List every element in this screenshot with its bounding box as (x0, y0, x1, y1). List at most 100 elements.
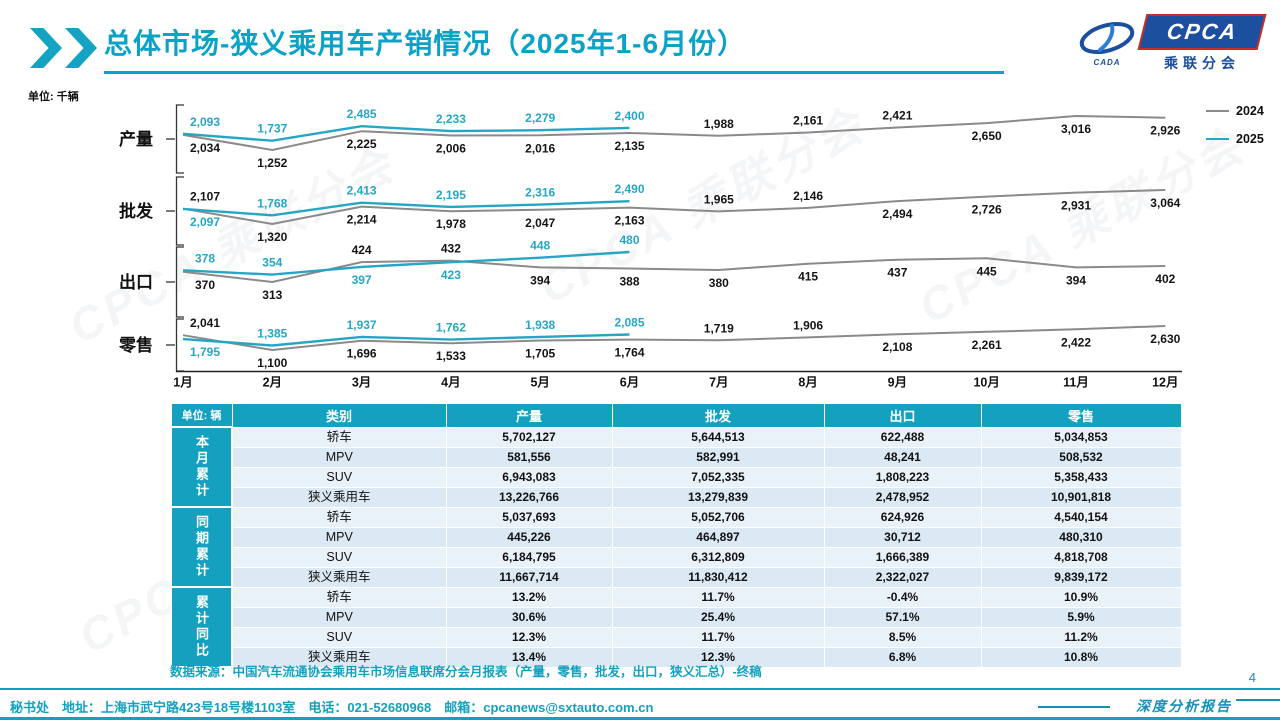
data-label: 2,107 (190, 190, 220, 204)
month-label: 2月 (263, 376, 282, 390)
table-row: MPV 581,556 582,991 48,241 508,532 (171, 446, 1182, 468)
month-label: 4月 (441, 376, 460, 390)
value-cell: 10.9% (980, 586, 1182, 608)
col-header-wholesale: 批发 (611, 403, 825, 428)
value-cell: 13.4% (445, 646, 613, 668)
month-label: 1月 (173, 376, 192, 390)
data-label: 2,233 (436, 112, 466, 126)
data-label: 423 (441, 268, 461, 282)
table-row: 狭义乘用车 13.4% 12.3% 6.8% 10.8% (171, 646, 1182, 668)
cpca-logo: CADA CPCA 乘联分会 (1078, 14, 1267, 73)
data-label: 1,978 (436, 217, 466, 231)
month-label: 10月 (973, 376, 999, 390)
data-label: 437 (887, 266, 907, 280)
data-label: 1,737 (257, 122, 287, 136)
series-line-2024 (182, 325, 1166, 352)
value-cell: 10.8% (980, 646, 1182, 668)
value-cell: 5,034,853 (980, 426, 1182, 448)
legend-label-2024: 2024 (1236, 104, 1264, 118)
data-label: 2,016 (525, 141, 555, 155)
data-label: 2,085 (614, 316, 644, 330)
data-label: 2,034 (190, 141, 220, 155)
value-cell: 508,532 (980, 446, 1182, 468)
series-line-2024 (182, 114, 1166, 152)
value-cell: 5,052,706 (611, 506, 825, 528)
category-cell: 狭义乘用车 (231, 646, 447, 668)
value-cell: 13,279,839 (611, 486, 825, 508)
value-cell: 5.9% (980, 606, 1182, 628)
legend-label-2025: 2025 (1236, 132, 1264, 146)
table-row: MPV 30.6% 25.4% 57.1% 5.9% (171, 606, 1182, 628)
data-label: 2,316 (525, 186, 555, 200)
month-label: 7月 (709, 376, 728, 390)
value-cell: 1,808,223 (823, 466, 982, 488)
cada-text: CADA (1093, 58, 1121, 67)
value-cell: 4,540,154 (980, 506, 1182, 528)
value-cell: 9,839,172 (980, 566, 1182, 588)
cpca-logo-mark: CADA (1078, 20, 1136, 67)
value-cell: 11.7% (611, 626, 825, 648)
legend-item-2025: 2025 (1206, 132, 1264, 146)
page-title: 总体市场-狭义乘用车产销情况（2025年1-6月份） (104, 22, 1004, 74)
month-label: 3月 (352, 376, 371, 390)
data-label: 1,719 (704, 321, 734, 335)
value-cell: 13.2% (445, 586, 613, 608)
category-cell: 轿车 (231, 506, 447, 528)
cpca-acronym: CPCA (1165, 19, 1240, 44)
data-label: 313 (262, 288, 282, 302)
row-label: 批发 (119, 201, 154, 221)
month-label: 5月 (530, 376, 549, 390)
watermark: CPCA 乘联分会 (60, 137, 404, 354)
category-cell: MPV (231, 606, 447, 628)
value-cell: -0.4% (823, 586, 982, 608)
value-cell: 581,556 (445, 446, 613, 468)
data-label: 1,705 (525, 347, 555, 361)
chart-legend: 2024 2025 (1206, 104, 1264, 146)
table-row: SUV 6,184,795 6,312,809 1,666,389 4,818,708 (171, 546, 1182, 568)
data-label: 397 (352, 273, 372, 287)
value-cell: 5,037,693 (445, 506, 613, 528)
value-cell: 5,358,433 (980, 466, 1182, 488)
category-cell: 狭义乘用车 (231, 566, 447, 588)
double-chevron-icon (30, 28, 97, 68)
value-cell: 12.3% (445, 626, 613, 648)
category-cell: MPV (231, 446, 447, 468)
value-cell: 6,312,809 (611, 546, 825, 568)
data-label: 2,400 (614, 109, 644, 123)
table-row: SUV 6,943,083 7,052,335 1,808,223 5,358,433 (171, 466, 1182, 488)
category-cell: MPV (231, 526, 447, 548)
value-cell: 6.8% (823, 646, 982, 668)
value-cell: 12.3% (611, 646, 825, 668)
data-label: 1,533 (436, 349, 466, 363)
value-cell: 57.1% (823, 606, 982, 628)
summary-table: 单位: 辆 类别 产量 批发 出口 零售 本月累计 轿车 5,702,127 5,64… (170, 403, 1182, 668)
data-label: 2,422 (1061, 335, 1091, 349)
value-cell: 582,991 (611, 446, 825, 468)
month-label: 12月 (1152, 376, 1178, 390)
data-label: 2,146 (793, 189, 823, 203)
table-row: 累计同比 轿车 13.2% 11.7% -0.4% 10.9% (170, 586, 1182, 668)
category-cell: 狭义乘用车 (231, 486, 447, 508)
data-label: 2,041 (190, 316, 220, 330)
value-cell: 6,184,795 (445, 546, 613, 568)
watermark: CPCA 乘联分会 (530, 97, 874, 314)
page-number: 4 (1248, 670, 1256, 685)
cpca-subtitle: 乘联分会 (1164, 55, 1240, 71)
report-label-rule-right (1236, 699, 1280, 701)
value-cell: 5,644,513 (611, 426, 825, 448)
table-row: 狭义乘用车 11,667,714 11,830,412 2,322,027 9,839,… (171, 566, 1182, 588)
data-label: 2,006 (436, 142, 466, 156)
data-label: 1,385 (257, 327, 287, 341)
table-row: 同期累计 轿车 5,037,693 5,052,706 624,926 4,540,154 (170, 506, 1182, 588)
value-cell: 25.4% (611, 606, 825, 628)
data-label: 424 (352, 243, 372, 257)
value-cell: 624,926 (823, 506, 982, 528)
data-label: 2,047 (525, 216, 555, 230)
table-row: SUV 12.3% 11.7% 8.5% 11.2% (171, 626, 1182, 648)
col-header-retail: 零售 (980, 403, 1182, 428)
data-label: 1,937 (347, 318, 377, 332)
data-label: 1,762 (436, 321, 466, 335)
data-label: 2,485 (347, 107, 377, 121)
month-label: 9月 (888, 376, 907, 390)
